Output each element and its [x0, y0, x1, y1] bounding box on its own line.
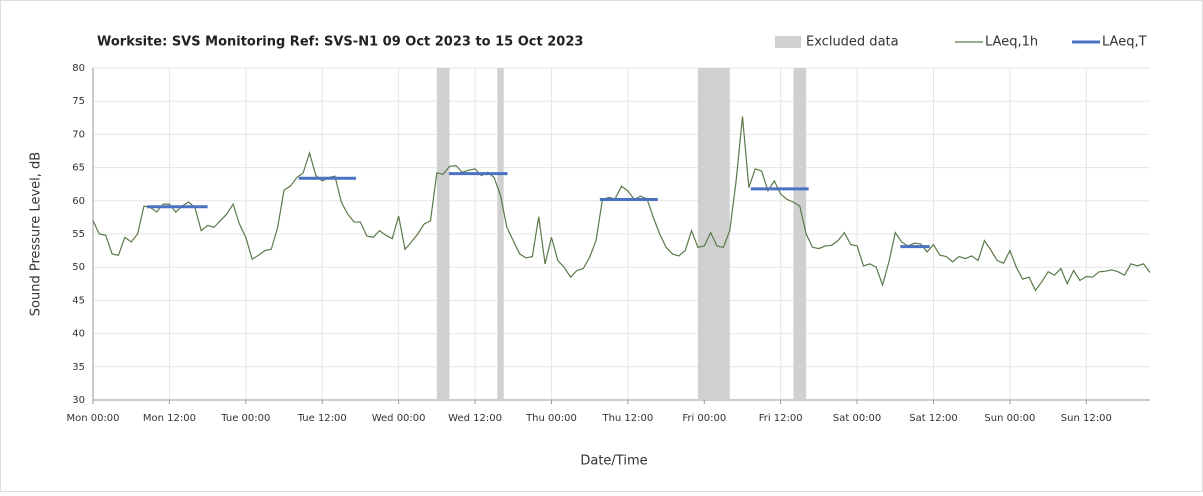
- chart-title: Worksite: SVS Monitoring Ref: SVS-N1 09 …: [97, 35, 583, 50]
- x-tick-label: Mon 12:00: [143, 413, 196, 424]
- x-tick-label: Mon 00:00: [66, 413, 119, 424]
- y-tick-label: 70: [72, 129, 85, 140]
- x-tick-label: Tue 12:00: [297, 413, 347, 424]
- x-tick-label: Thu 00:00: [525, 413, 577, 424]
- legend-label: Excluded data: [806, 35, 899, 50]
- excluded-band: [697, 68, 730, 400]
- x-tick-label: Sat 12:00: [909, 413, 957, 424]
- y-tick-label: 55: [72, 229, 85, 240]
- y-tick-label: 50: [72, 262, 85, 273]
- legend-swatch: [775, 36, 801, 48]
- x-tick-label: Wed 12:00: [448, 413, 502, 424]
- y-tick-label: 35: [72, 362, 85, 373]
- series-line: [92, 116, 1151, 292]
- excluded-band: [497, 68, 504, 400]
- legend-label: LAeq,T: [1102, 35, 1147, 50]
- x-tick-label: Sat 00:00: [833, 413, 881, 424]
- x-tick-label: Fri 00:00: [682, 413, 726, 424]
- y-tick-label: 45: [72, 295, 85, 306]
- y-axis-label: Sound Pressure Level, dB: [29, 152, 44, 316]
- y-tick-label: 75: [72, 96, 85, 107]
- y-tick-label: 80: [72, 63, 85, 74]
- x-tick-label: Thu 12:00: [601, 413, 653, 424]
- x-tick-label: Sun 12:00: [1061, 413, 1112, 424]
- excluded-band: [436, 68, 450, 400]
- y-tick-label: 40: [72, 329, 85, 340]
- excluded-band: [793, 68, 807, 400]
- y-tick-label: 30: [72, 395, 85, 406]
- x-tick-label: Tue 00:00: [220, 413, 270, 424]
- x-tick-label: Wed 00:00: [372, 413, 426, 424]
- y-tick-label: 60: [72, 196, 85, 207]
- legend-label: LAeq,1h: [985, 35, 1038, 50]
- x-axis-label: Date/Time: [580, 454, 647, 469]
- x-tick-label: Sun 00:00: [984, 413, 1035, 424]
- x-tick-label: Fri 12:00: [759, 413, 803, 424]
- y-tick-label: 65: [72, 163, 85, 174]
